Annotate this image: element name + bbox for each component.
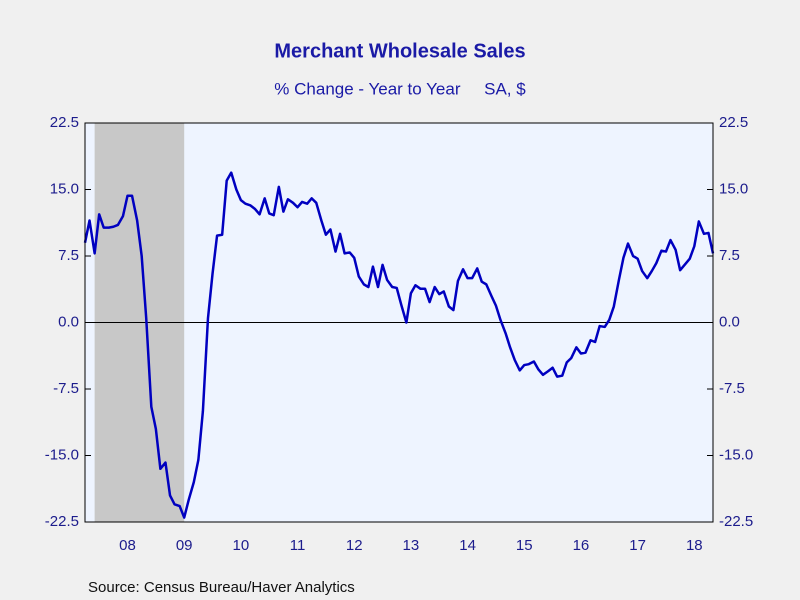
y2-tick-label: 7.5 — [719, 247, 740, 264]
x-tick-label: 08 — [119, 537, 136, 554]
x-tick-label: 15 — [516, 537, 533, 554]
y-tick-label: -22.5 — [45, 513, 79, 530]
x-tick-label: 09 — [176, 537, 193, 554]
x-tick-label: 10 — [233, 537, 250, 554]
y-tick-label: -15.0 — [45, 446, 79, 463]
data-line — [83, 171, 715, 519]
x-tick-label: 18 — [686, 537, 703, 554]
y2-tick-label: 0.0 — [719, 313, 740, 330]
chart-subtitle: % Change - Year to Year SA, $ — [274, 79, 526, 98]
y2-tick-label: -15.0 — [719, 446, 753, 463]
plot-border — [84, 122, 714, 523]
y-tick-label: 22.5 — [50, 114, 79, 131]
y-tick-label: 7.5 — [58, 247, 79, 264]
y-tick-label: 15.0 — [50, 180, 79, 197]
x-tick-label: 14 — [459, 537, 476, 554]
y2-tick-label: -22.5 — [719, 513, 753, 530]
source: Source: Census Bureau/Haver Analytics — [88, 579, 355, 596]
y2-tick-label: -7.5 — [719, 380, 745, 397]
x-tick-label: 16 — [573, 537, 590, 554]
x-tick-label: 17 — [629, 537, 646, 554]
x-tick-label: 12 — [346, 537, 363, 554]
y-tick-label: -7.5 — [53, 380, 79, 397]
chart-title: Merchant Wholesale Sales — [274, 40, 525, 62]
y2-tick-label: 15.0 — [719, 180, 748, 197]
x-tick-label: 13 — [403, 537, 420, 554]
y-tick-label: 0.0 — [58, 313, 79, 330]
y2-tick-label: 22.5 — [719, 114, 748, 131]
x-tick-label: 11 — [290, 537, 306, 554]
